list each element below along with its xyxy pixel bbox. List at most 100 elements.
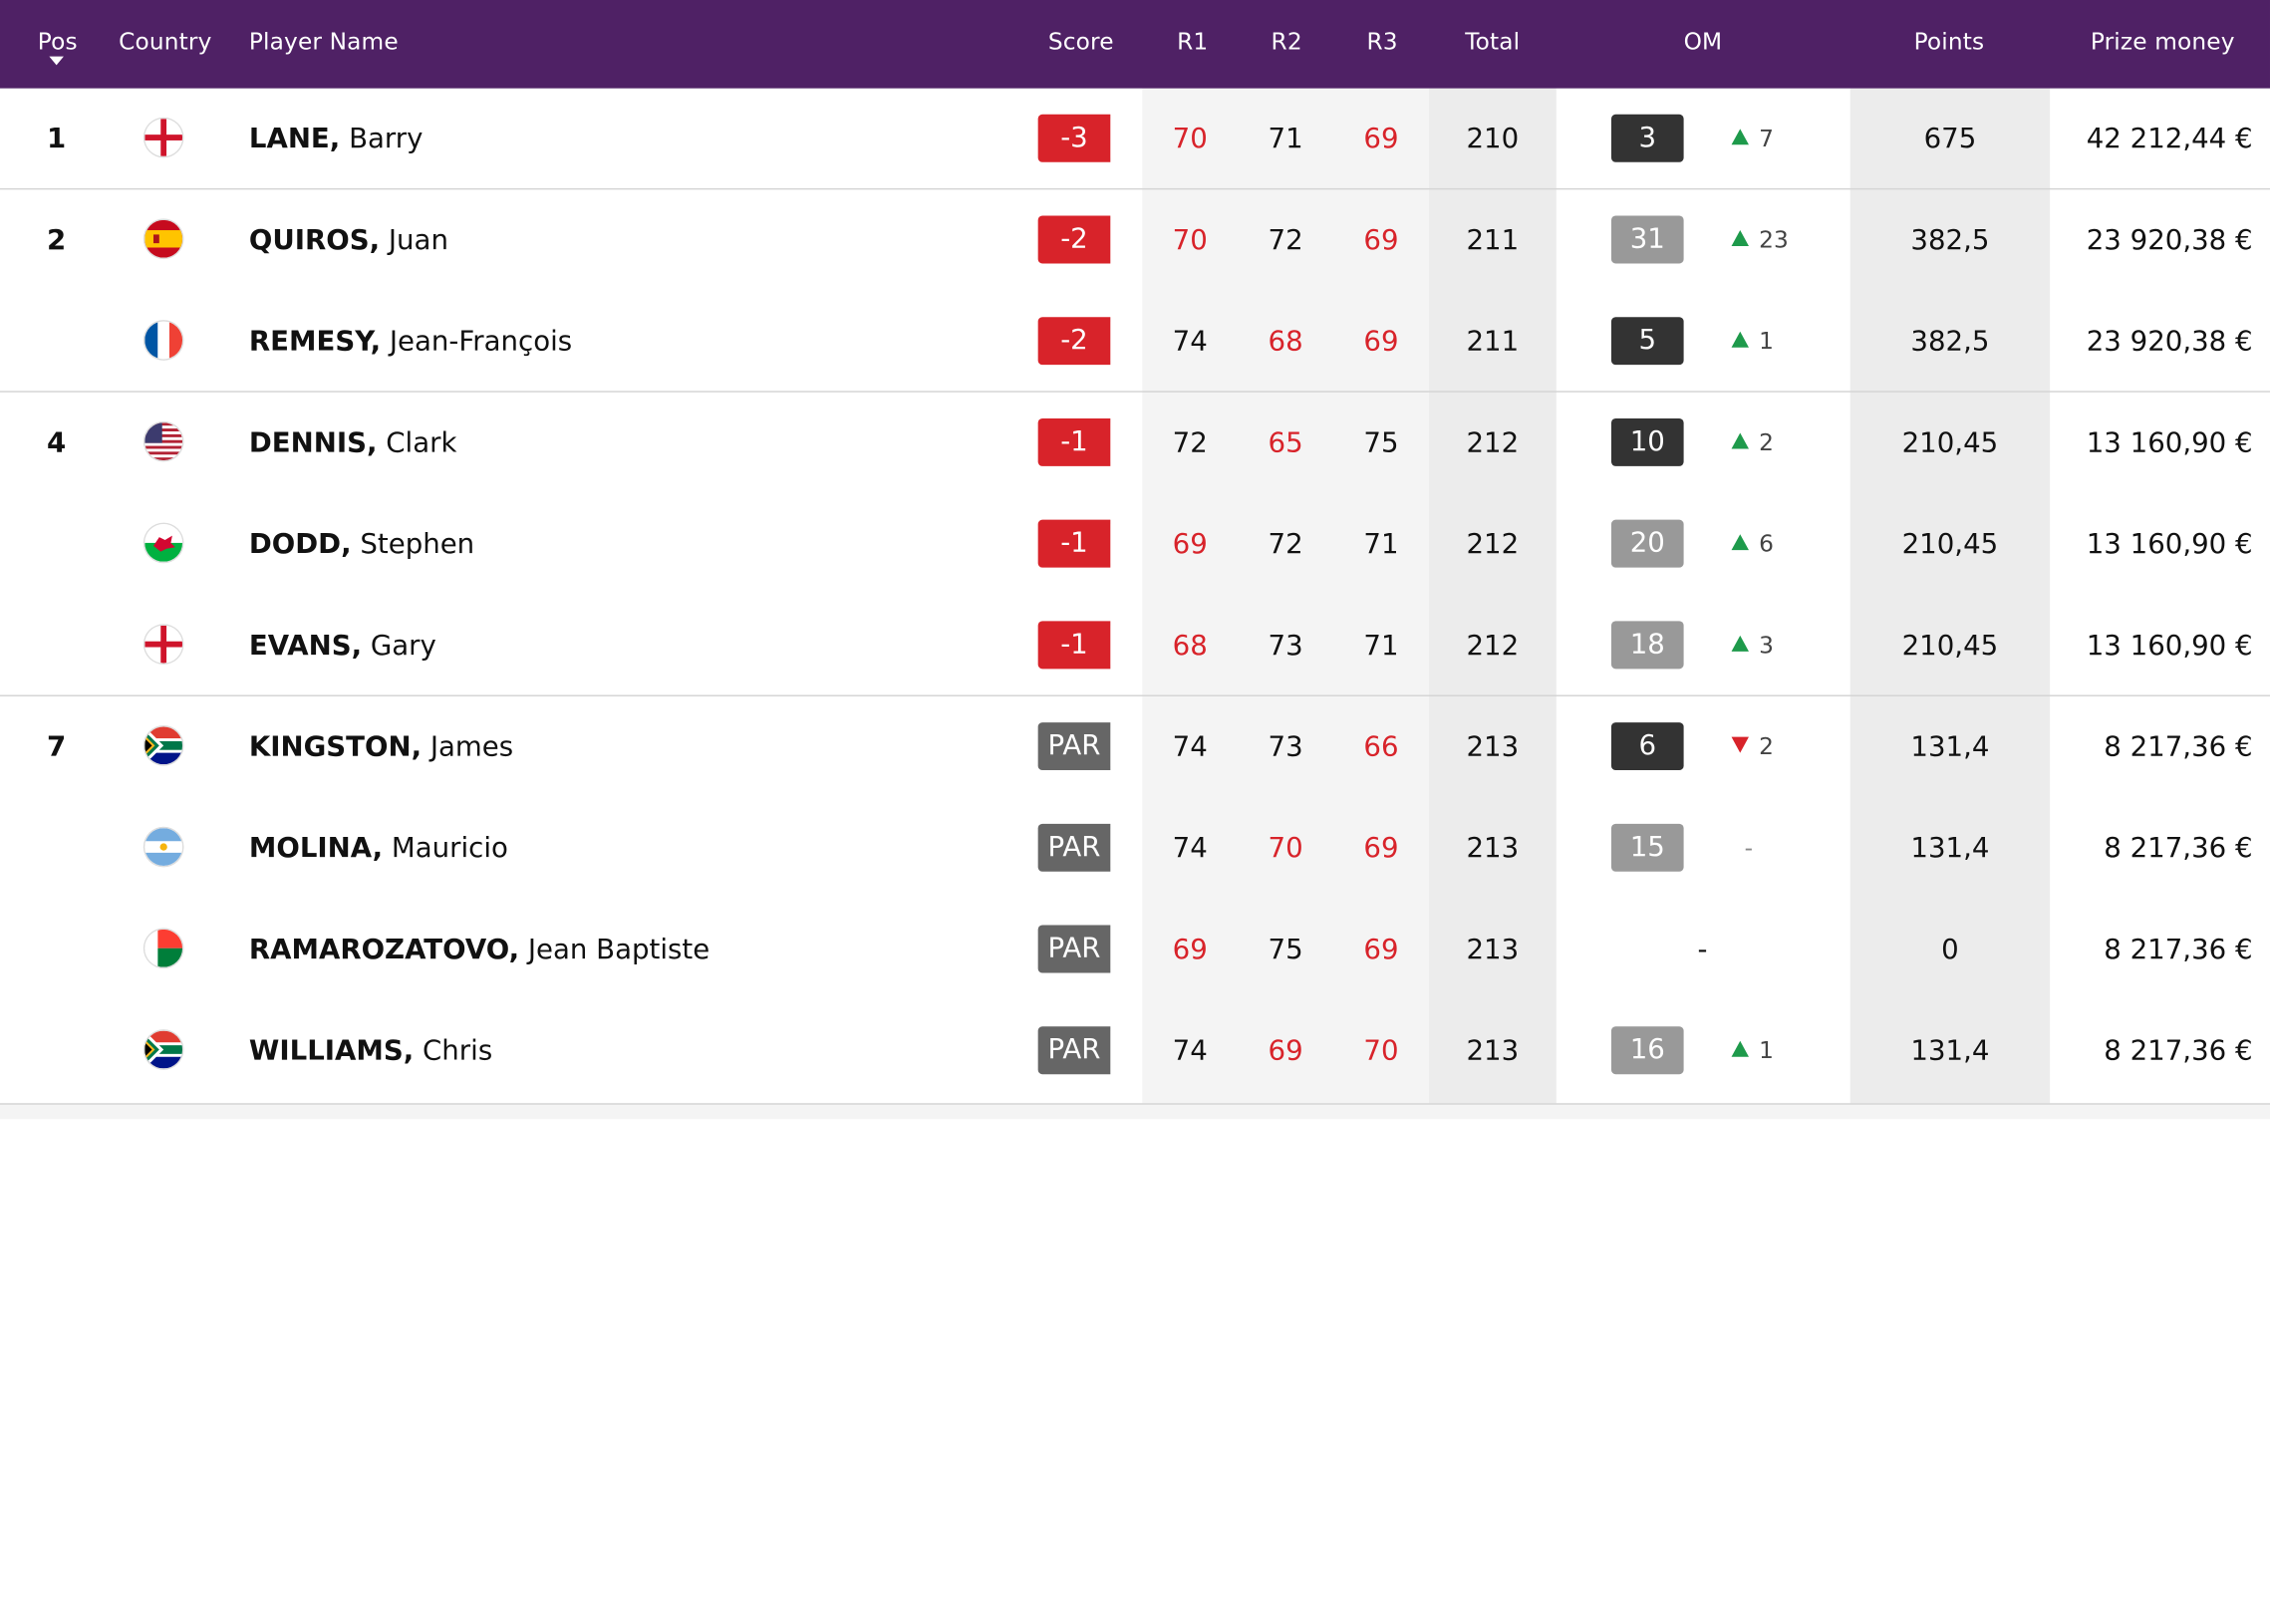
round-3-score: 70	[1363, 1034, 1399, 1067]
round-3-score: 71	[1363, 630, 1399, 663]
round-2-score: 73	[1268, 630, 1303, 663]
player-name[interactable]: KINGSTON, James	[249, 696, 513, 798]
table-row[interactable]: MOLINA, Mauricio PAR 74 70 69 213 15 - 1…	[0, 798, 2270, 900]
header-country[interactable]: Country	[119, 27, 212, 56]
country-flag-icon	[144, 219, 183, 258]
total-score: 213	[1466, 934, 1520, 966]
player-first-name[interactable]: Chris	[423, 1034, 493, 1067]
player-last-name[interactable]: KINGSTON,	[248, 730, 423, 763]
prize-money: 42 212,44 €	[2086, 123, 2253, 155]
total-score: 212	[1466, 426, 1520, 459]
player-first-name[interactable]: Mauricio	[391, 832, 508, 865]
om-movement-value: 7	[1759, 124, 1774, 152]
om-movement: 1	[1731, 291, 1774, 393]
table-row[interactable]: 1 LANE, Barry -3 70 71 69 210 3 7 675 42…	[0, 89, 2270, 190]
player-last-name[interactable]: DENNIS,	[248, 426, 378, 459]
table-row[interactable]: 7 KINGSTON, James PAR 74 73 66 213 6 2 1…	[0, 694, 2270, 797]
header-player-name[interactable]: Player Name	[248, 27, 399, 56]
prize-money: 8 217,36 €	[2104, 1034, 2253, 1067]
points: 210,45	[1901, 630, 1999, 663]
om-movement-value: 1	[1759, 327, 1774, 356]
om-rank-badge: 3	[1610, 114, 1684, 162]
player-first-name[interactable]: Barry	[349, 123, 424, 155]
round-3-score: 75	[1363, 426, 1399, 459]
header-r3[interactable]: R3	[1366, 27, 1398, 56]
player-first-name[interactable]: Gary	[370, 630, 436, 663]
player-first-name[interactable]: James	[429, 730, 514, 763]
arrow-up-icon	[1731, 331, 1749, 348]
round-2-score: 68	[1268, 325, 1303, 358]
om-rank-badge: 20	[1610, 519, 1684, 568]
player-name[interactable]: RAMAROZATOVO, Jean Baptiste	[249, 899, 709, 1000]
player-last-name[interactable]: REMESY,	[248, 325, 382, 358]
prize-money: 13 160,90 €	[2086, 630, 2253, 663]
round-2-score: 72	[1268, 528, 1303, 561]
player-first-name[interactable]: Clark	[386, 426, 457, 459]
player-name[interactable]: MOLINA, Mauricio	[249, 798, 508, 900]
player-name[interactable]: LANE, Barry	[249, 89, 424, 190]
prize-money: 23 920,38 €	[2086, 325, 2253, 358]
round-3-score: 69	[1363, 224, 1399, 257]
position	[28, 1000, 86, 1102]
leaderboard-table: Pos Country Player Name Score R1 R2 R3 T…	[0, 0, 2270, 1120]
table-row[interactable]: REMESY, Jean-François -2 74 68 69 211 5 …	[0, 291, 2270, 393]
round-2-score: 65	[1268, 426, 1303, 459]
om-movement-value: 6	[1759, 529, 1774, 558]
header-pos[interactable]: Pos	[38, 0, 78, 89]
country-flag-icon	[144, 828, 183, 866]
score-badge: -1	[1037, 417, 1111, 466]
player-first-name[interactable]: Jean-François	[389, 325, 573, 358]
player-name[interactable]: DENNIS, Clark	[249, 393, 457, 494]
player-name[interactable]: WILLIAMS, Chris	[249, 1000, 492, 1102]
table-row[interactable]: DODD, Stephen -1 69 72 71 212 20 6 210,4…	[0, 494, 2270, 596]
player-last-name[interactable]: MOLINA,	[248, 832, 384, 865]
score-badge: -1	[1037, 519, 1111, 568]
round-2-score: 73	[1268, 730, 1303, 763]
score-badge: PAR	[1037, 722, 1111, 771]
total-score: 213	[1466, 1034, 1520, 1067]
table-row[interactable]: RAMAROZATOVO, Jean Baptiste PAR 69 75 69…	[0, 899, 2270, 1000]
header-r1[interactable]: R1	[1177, 27, 1209, 56]
position: 2	[47, 224, 67, 257]
country-flag-icon	[144, 726, 183, 765]
header-score[interactable]: Score	[1047, 27, 1114, 56]
player-last-name[interactable]: QUIROS,	[248, 224, 381, 257]
position: 7	[47, 730, 67, 763]
position	[28, 595, 86, 696]
player-name[interactable]: QUIROS, Juan	[249, 189, 448, 291]
header-total[interactable]: Total	[1465, 27, 1521, 56]
points: 382,5	[1910, 224, 1990, 257]
prize-money: 23 920,38 €	[2086, 224, 2253, 257]
score-badge: -2	[1037, 215, 1111, 264]
player-last-name[interactable]: LANE,	[248, 123, 341, 155]
country-flag-icon	[144, 1030, 183, 1069]
player-last-name[interactable]: WILLIAMS,	[248, 1034, 415, 1067]
player-last-name[interactable]: DODD,	[248, 528, 352, 561]
arrow-up-icon	[1731, 432, 1749, 449]
prize-money: 8 217,36 €	[2104, 934, 2253, 966]
round-1-score: 74	[1172, 730, 1208, 763]
player-first-name[interactable]: Jean Baptiste	[527, 934, 710, 966]
header-prize-money[interactable]: Prize money	[2090, 27, 2235, 56]
player-name[interactable]: REMESY, Jean-François	[249, 291, 572, 393]
om-rank-badge: 5	[1610, 317, 1684, 366]
round-2-score: 72	[1268, 224, 1303, 257]
table-row[interactable]: WILLIAMS, Chris PAR 74 69 70 213 16 1 13…	[0, 1000, 2270, 1102]
header-r2[interactable]: R2	[1271, 27, 1302, 56]
table-row[interactable]: 4 DENNIS, Clark -1 72 65 75 212 10 2 210…	[0, 391, 2270, 493]
table-row[interactable]: 2 QUIROS, Juan -2 70 72 69 211 31 23 382…	[0, 187, 2270, 291]
score-badge: PAR	[1037, 925, 1111, 973]
sort-down-caret-icon[interactable]	[49, 56, 64, 66]
total-score: 213	[1466, 832, 1520, 865]
player-first-name[interactable]: Juan	[388, 224, 448, 257]
player-last-name[interactable]: RAMAROZATOVO,	[248, 934, 520, 966]
prize-money: 8 217,36 €	[2104, 730, 2253, 763]
player-name[interactable]: EVANS, Gary	[249, 595, 436, 696]
arrow-up-icon	[1731, 129, 1749, 145]
player-last-name[interactable]: EVANS,	[248, 630, 363, 663]
player-first-name[interactable]: Stephen	[360, 528, 475, 561]
header-om[interactable]: OM	[1683, 27, 1723, 56]
table-row[interactable]: EVANS, Gary -1 68 73 71 212 18 3 210,45 …	[0, 595, 2270, 696]
header-points[interactable]: Points	[1913, 27, 1985, 56]
player-name[interactable]: DODD, Stephen	[249, 494, 474, 596]
